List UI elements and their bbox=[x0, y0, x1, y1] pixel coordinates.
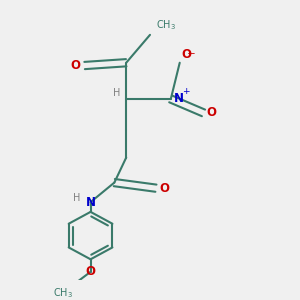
Text: N: N bbox=[85, 196, 96, 208]
Text: O: O bbox=[70, 59, 80, 72]
Text: −: − bbox=[187, 49, 196, 58]
Text: O: O bbox=[206, 106, 217, 119]
Text: N: N bbox=[174, 92, 184, 106]
Text: H: H bbox=[113, 88, 120, 98]
Text: H: H bbox=[73, 193, 80, 203]
Text: CH$_3$: CH$_3$ bbox=[53, 286, 73, 300]
Text: CH$_3$: CH$_3$ bbox=[156, 18, 176, 32]
Text: O: O bbox=[159, 182, 169, 195]
Text: O: O bbox=[85, 265, 96, 278]
Text: O: O bbox=[181, 48, 191, 61]
Text: +: + bbox=[182, 87, 189, 96]
